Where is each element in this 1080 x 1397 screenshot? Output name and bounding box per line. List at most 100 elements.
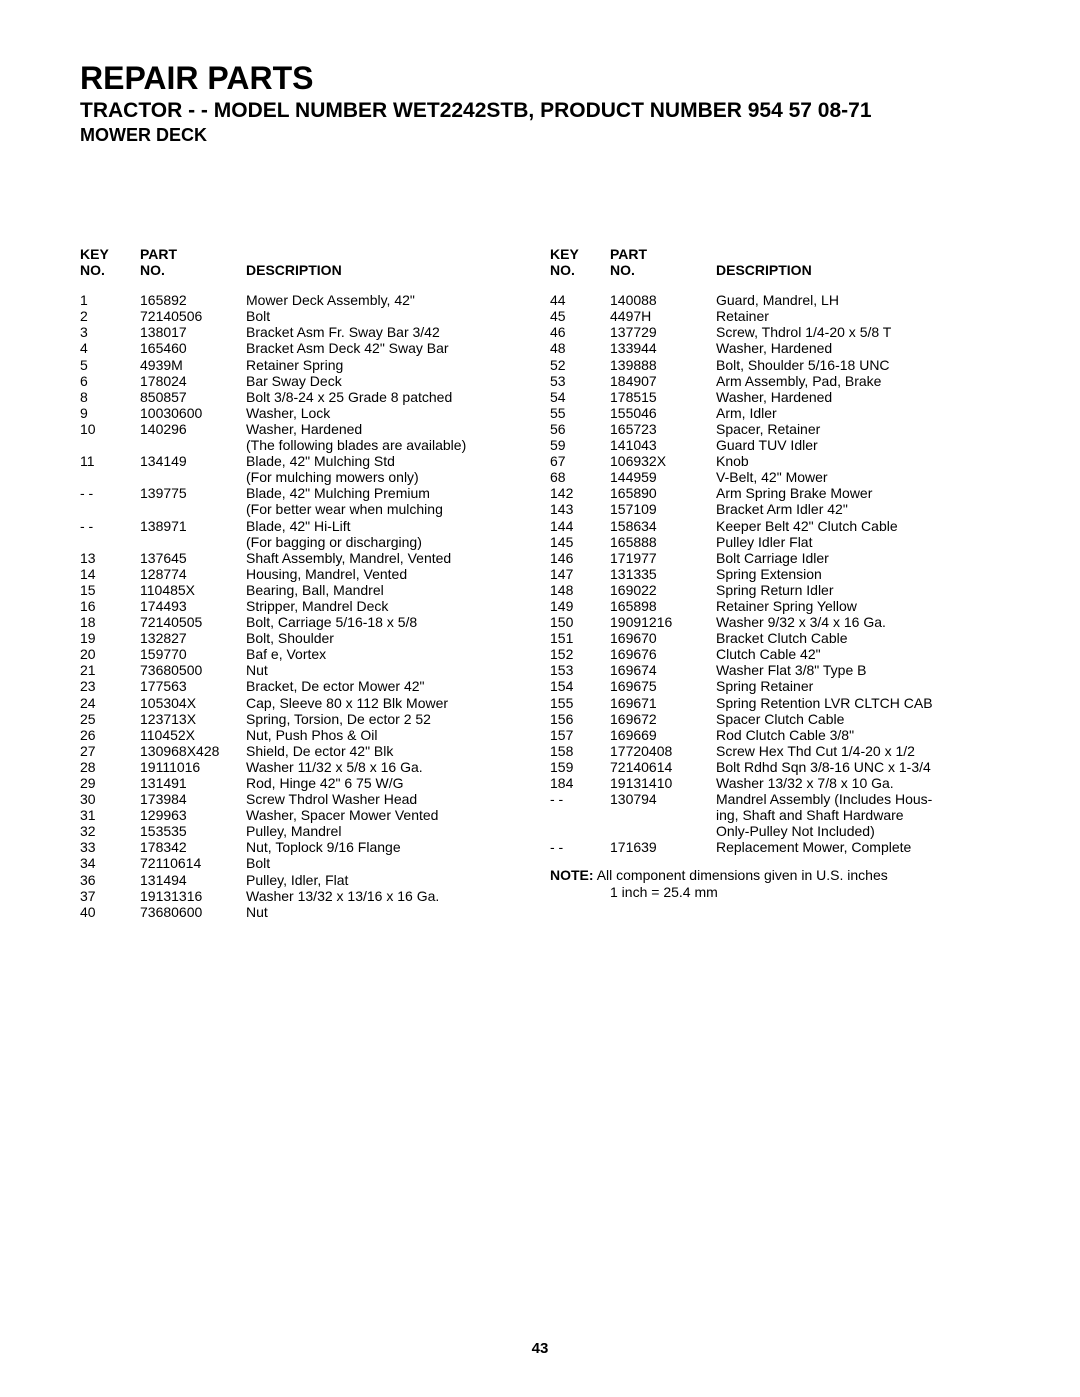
cell-desc: Mandrel Assembly (Includes Hous- bbox=[716, 791, 1000, 807]
cell-key: 28 bbox=[80, 759, 140, 775]
cell-key: 184 bbox=[550, 775, 610, 791]
cell-key: 4 bbox=[80, 340, 140, 356]
cell-part: 155046 bbox=[610, 405, 716, 421]
cell-part: 4939M bbox=[140, 357, 246, 373]
cell-desc: Pulley, Idler, Flat bbox=[246, 872, 530, 888]
page-title: REPAIR PARTS bbox=[80, 60, 1000, 97]
cell-desc: Spring Retention LVR CLTCH CAB bbox=[716, 695, 1000, 711]
cell-desc: Knob bbox=[716, 453, 1000, 469]
cell-key: 25 bbox=[80, 711, 140, 727]
cell-key: - - bbox=[80, 518, 140, 534]
cell-key: 37 bbox=[80, 888, 140, 904]
table-row: 59141043Guard TUV Idler bbox=[550, 437, 1000, 453]
cell-desc: Mower Deck Assembly, 42" bbox=[246, 292, 530, 308]
cell-key: 26 bbox=[80, 727, 140, 743]
cell-key: 52 bbox=[550, 357, 610, 373]
table-row: 15972140614Bolt Rdhd Sqn 3/8-16 UNC x 1-… bbox=[550, 759, 1000, 775]
cell-part: 169022 bbox=[610, 582, 716, 598]
hdr-part-line1: PART bbox=[140, 246, 246, 262]
cell-part: 128774 bbox=[140, 566, 246, 582]
cell-key: 53 bbox=[550, 373, 610, 389]
cell-part: 184907 bbox=[610, 373, 716, 389]
cell-part: 129963 bbox=[140, 807, 246, 823]
note-block: NOTE: All component dimensions given in … bbox=[550, 867, 1000, 899]
note-text1: All component dimensions given in U.S. i… bbox=[597, 867, 888, 883]
cell-part: 73680500 bbox=[140, 662, 246, 678]
cell-part: 105304X bbox=[140, 695, 246, 711]
cell-part: 158634 bbox=[610, 518, 716, 534]
parts-columns: KEY NO. PART NO. DESCRIPTION 1165892Mowe… bbox=[80, 246, 1000, 920]
table-row: 8850857Bolt 3/8-24 x 25 Grade 8 patched bbox=[80, 389, 530, 405]
cell-desc: Washer 9/32 x 3/4 x 16 Ga. bbox=[716, 614, 1000, 630]
cell-desc: (For bagging or discharging) bbox=[246, 534, 530, 550]
table-row: 68144959V-Belt, 42" Mower bbox=[550, 469, 1000, 485]
cell-key: 24 bbox=[80, 695, 140, 711]
cell-desc: Washer 13/32 x 13/16 x 16 Ga. bbox=[246, 888, 530, 904]
cell-key: 148 bbox=[550, 582, 610, 598]
table-row: 4165460Bracket Asm Deck 42" Sway Bar bbox=[80, 340, 530, 356]
cell-desc: (For better wear when mulching bbox=[246, 501, 530, 517]
table-row: 24105304XCap, Sleeve 80 x 112 Blk Mower bbox=[80, 695, 530, 711]
cell-desc: Bracket Asm Fr. Sway Bar 3/42 bbox=[246, 324, 530, 340]
cell-part: 177563 bbox=[140, 678, 246, 694]
cell-part bbox=[140, 534, 246, 550]
cell-desc: Bracket, De ector Mower 42" bbox=[246, 678, 530, 694]
cell-key: 15 bbox=[80, 582, 140, 598]
table-row: (The following blades are available) bbox=[80, 437, 530, 453]
cell-key bbox=[80, 534, 140, 550]
cell-part: 165898 bbox=[610, 598, 716, 614]
cell-part: 19131316 bbox=[140, 888, 246, 904]
right-column: KEY NO. PART NO. DESCRIPTION 44140088Gua… bbox=[550, 246, 1000, 920]
table-row: 14128774Housing, Mandrel, Vented bbox=[80, 566, 530, 582]
cell-key: 153 bbox=[550, 662, 610, 678]
cell-key: 34 bbox=[80, 855, 140, 871]
right-column-header: KEY NO. PART NO. DESCRIPTION bbox=[550, 246, 1000, 278]
cell-part: 72140505 bbox=[140, 614, 246, 630]
cell-part bbox=[610, 807, 716, 823]
table-row: 11134149Blade, 42" Mulching Std bbox=[80, 453, 530, 469]
cell-desc: Arm, Idler bbox=[716, 405, 1000, 421]
cell-key: 6 bbox=[80, 373, 140, 389]
cell-part: 178024 bbox=[140, 373, 246, 389]
cell-part: 137729 bbox=[610, 324, 716, 340]
table-row: 10140296Washer, Hardened bbox=[80, 421, 530, 437]
cell-key: 48 bbox=[550, 340, 610, 356]
table-row: 1872140505Bolt, Carriage 5/16-18 x 5/8 bbox=[80, 614, 530, 630]
cell-desc: Screw Thdrol Washer Head bbox=[246, 791, 530, 807]
cell-desc: Spacer Clutch Cable bbox=[716, 711, 1000, 727]
cell-part bbox=[610, 823, 716, 839]
cell-key: 36 bbox=[80, 872, 140, 888]
cell-desc: Nut, Toplock 9/16 Flange bbox=[246, 839, 530, 855]
cell-part: 169675 bbox=[610, 678, 716, 694]
cell-part: 159770 bbox=[140, 646, 246, 662]
hdr-desc-r: DESCRIPTION bbox=[716, 262, 1000, 278]
table-row: 3472110614Bolt bbox=[80, 855, 530, 871]
table-row: 149165898Retainer Spring Yellow bbox=[550, 598, 1000, 614]
cell-part: 19131410 bbox=[610, 775, 716, 791]
cell-part: 131491 bbox=[140, 775, 246, 791]
cell-desc: ing, Shaft and Shaft Hardware bbox=[716, 807, 1000, 823]
cell-desc: Pulley Idler Flat bbox=[716, 534, 1000, 550]
cell-desc: Housing, Mandrel, Vented bbox=[246, 566, 530, 582]
hdr-key-line1-r: KEY bbox=[550, 246, 610, 262]
cell-desc: Washer, Spacer Mower Vented bbox=[246, 807, 530, 823]
cell-key: - - bbox=[550, 791, 610, 807]
table-row: 4073680600Nut bbox=[80, 904, 530, 920]
cell-key: 147 bbox=[550, 566, 610, 582]
cell-desc: Nut bbox=[246, 662, 530, 678]
cell-key bbox=[80, 469, 140, 485]
table-row: 146171977Bolt Carriage Idler bbox=[550, 550, 1000, 566]
table-row: 44140088Guard, Mandrel, LH bbox=[550, 292, 1000, 308]
cell-part: 178515 bbox=[610, 389, 716, 405]
cell-desc: Bolt Carriage Idler bbox=[716, 550, 1000, 566]
cell-desc: Retainer Spring Yellow bbox=[716, 598, 1000, 614]
cell-key: 154 bbox=[550, 678, 610, 694]
table-row: 48133944Washer, Hardened bbox=[550, 340, 1000, 356]
cell-part: 178342 bbox=[140, 839, 246, 855]
cell-desc: Shaft Assembly, Mandrel, Vented bbox=[246, 550, 530, 566]
cell-part: 171977 bbox=[610, 550, 716, 566]
cell-part: 174493 bbox=[140, 598, 246, 614]
cell-key: 156 bbox=[550, 711, 610, 727]
table-row: (For mulching mowers only) bbox=[80, 469, 530, 485]
cell-part: 165460 bbox=[140, 340, 246, 356]
